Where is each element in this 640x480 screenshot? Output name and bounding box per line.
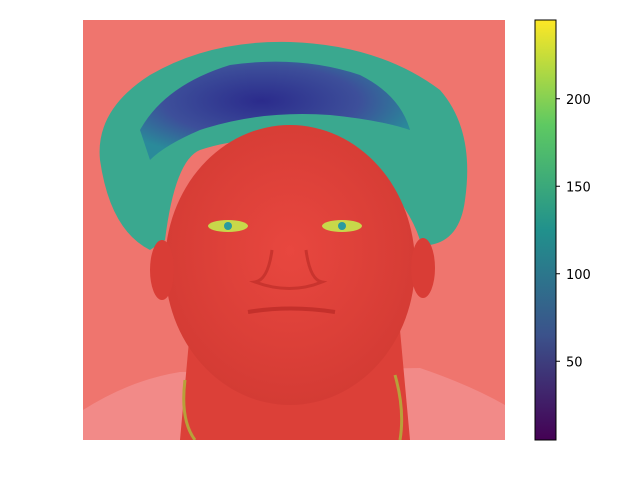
- nose-contour: [249, 249, 328, 290]
- collar-edge-right: [393, 374, 404, 440]
- left-pupil: [224, 222, 232, 230]
- heatmap-image: [83, 20, 505, 440]
- colorbar-tick-label-150: 150: [566, 180, 591, 195]
- colorbar-gradient: [534, 19, 557, 441]
- colorbar-tick-label-100: 100: [566, 268, 591, 283]
- colorbar-tick-label-50: 50: [566, 355, 583, 370]
- left-ear-region: [150, 240, 174, 300]
- collar-edge-left: [182, 379, 197, 440]
- face-region: [165, 125, 415, 405]
- colorbar: 50 100 150 200: [534, 19, 591, 441]
- right-pupil: [338, 222, 346, 230]
- right-ear-region: [411, 238, 435, 298]
- mouth-contour: [247, 306, 336, 314]
- colorbar-tick-label-200: 200: [566, 93, 591, 108]
- hair-core-region: [140, 61, 410, 160]
